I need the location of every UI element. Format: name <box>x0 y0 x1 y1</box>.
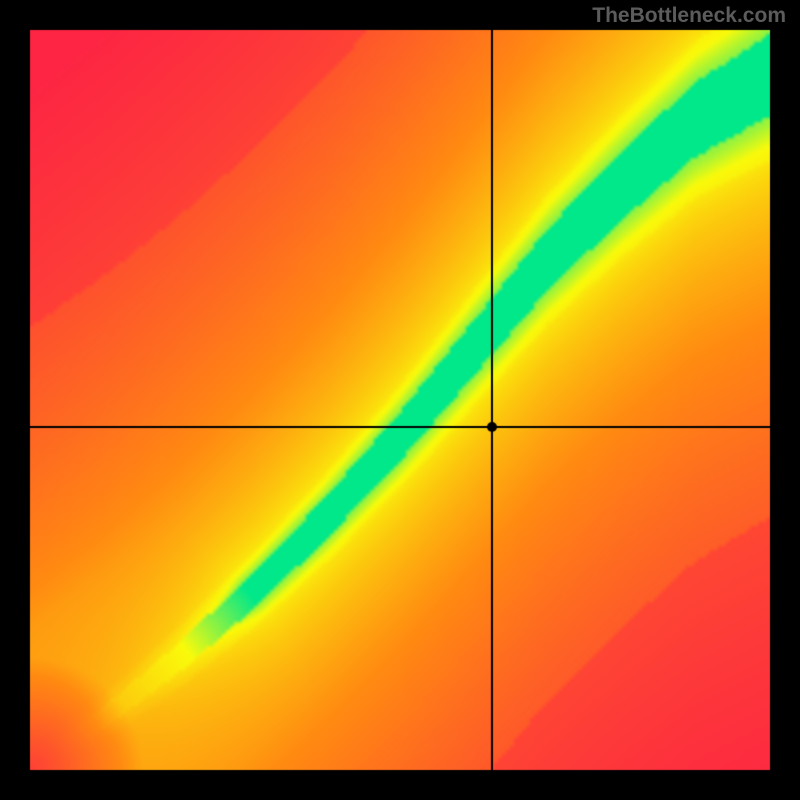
chart-container: TheBottleneck.com <box>0 0 800 800</box>
attribution-label: TheBottleneck.com <box>592 4 786 28</box>
bottleneck-heatmap-canvas <box>0 0 800 800</box>
